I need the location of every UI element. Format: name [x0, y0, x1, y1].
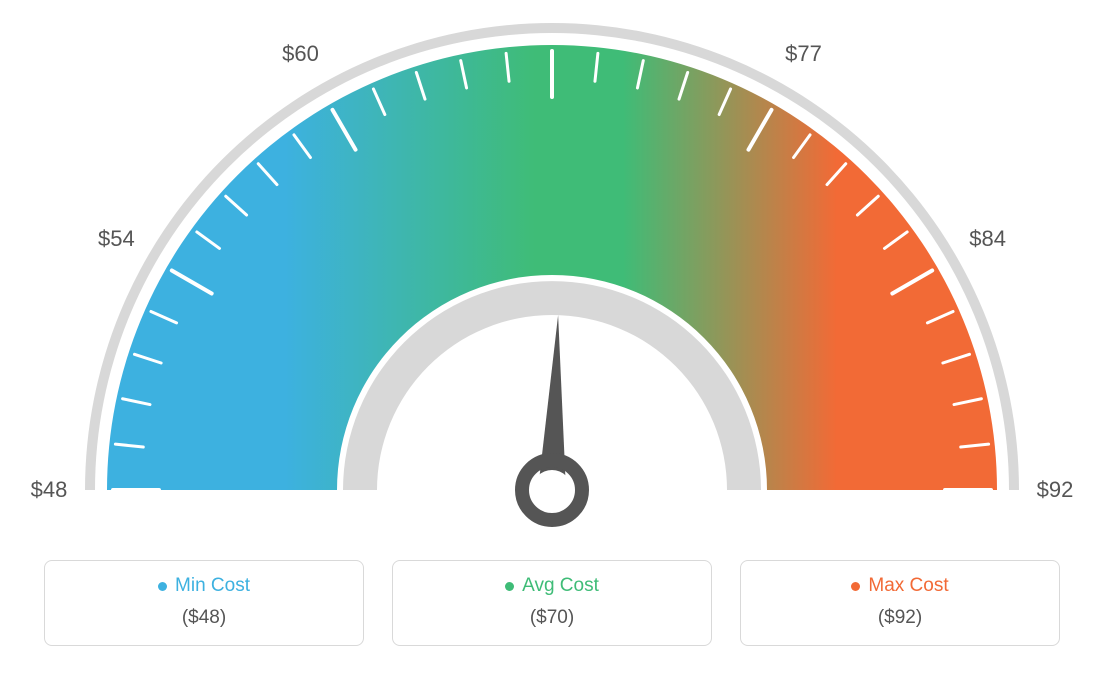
legend-value-avg: ($70): [393, 607, 711, 629]
legend-card-max: Max Cost ($92): [740, 560, 1060, 646]
legend-title-max: Max Cost: [851, 575, 948, 597]
gauge-tick-label: $77: [785, 41, 822, 67]
gauge-tick-label: $60: [282, 41, 319, 67]
legend-card-avg: Avg Cost ($70): [392, 560, 712, 646]
gauge-tick-label: $92: [1037, 477, 1074, 503]
legend-title-avg: Avg Cost: [505, 575, 599, 597]
legend-dot-max: [851, 582, 860, 591]
legend-row: Min Cost ($48) Avg Cost ($70) Max Cost (…: [0, 560, 1104, 666]
legend-label-max: Max Cost: [868, 575, 948, 597]
legend-label-min: Min Cost: [175, 575, 250, 597]
legend-dot-avg: [505, 582, 514, 591]
gauge-tick-label: $48: [31, 477, 68, 503]
legend-value-min: ($48): [45, 607, 363, 629]
legend-dot-min: [158, 582, 167, 591]
gauge-tick-label: $84: [969, 226, 1006, 252]
legend-card-min: Min Cost ($48): [44, 560, 364, 646]
cost-gauge: $48$54$60$70$77$84$92: [0, 0, 1104, 560]
legend-value-max: ($92): [741, 607, 1059, 629]
gauge-tick-label: $54: [98, 226, 135, 252]
legend-label-avg: Avg Cost: [522, 575, 599, 597]
gauge-svg: [0, 0, 1104, 560]
legend-title-min: Min Cost: [158, 575, 250, 597]
